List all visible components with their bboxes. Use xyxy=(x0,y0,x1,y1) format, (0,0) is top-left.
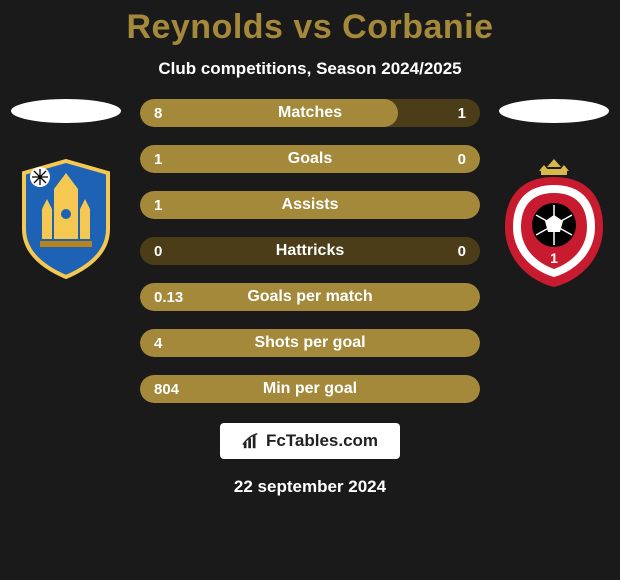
stat-left-value: 1 xyxy=(154,197,162,214)
left-side xyxy=(6,99,126,284)
stat-left-value: 8 xyxy=(154,105,162,122)
svg-text:1: 1 xyxy=(550,250,558,266)
stat-label: Goals xyxy=(288,150,332,168)
stat-bar: 1 Assists xyxy=(140,191,480,219)
stat-label: Matches xyxy=(278,104,342,122)
stat-bar: 0 Hattricks 0 xyxy=(140,237,480,265)
shield-icon xyxy=(16,159,116,279)
page: Reynolds vs Corbanie Club competitions, … xyxy=(0,0,620,497)
left-ellipse-shadow xyxy=(11,99,121,123)
stat-bar: 804 Min per goal xyxy=(140,375,480,403)
bar-chart-icon xyxy=(242,432,260,450)
stat-right-value: 0 xyxy=(458,243,466,260)
stat-left-value: 4 xyxy=(154,335,162,352)
stat-left-value: 1 xyxy=(154,151,162,168)
stat-label: Shots per goal xyxy=(254,334,365,352)
page-title: Reynolds vs Corbanie xyxy=(126,8,493,47)
stat-bar: 0.13 Goals per match xyxy=(140,283,480,311)
page-subtitle: Club competitions, Season 2024/2025 xyxy=(158,59,461,79)
right-club-crest: 1 xyxy=(499,159,609,294)
stat-label: Hattricks xyxy=(276,242,344,260)
stat-label: Min per goal xyxy=(263,380,357,398)
branding-text: FcTables.com xyxy=(266,431,378,451)
stats-bars: 8 Matches 1 1 Goals 0 1 Assists 0 Hattricks 0 0.13 G… xyxy=(126,99,494,403)
stat-bar: 4 Shots per goal xyxy=(140,329,480,357)
stat-bar: 8 Matches 1 xyxy=(140,99,480,127)
right-side: 1 xyxy=(494,99,614,294)
round-shield-icon: 1 xyxy=(499,159,609,289)
branding-badge: FcTables.com xyxy=(220,423,400,459)
stat-left-value: 0 xyxy=(154,243,162,260)
page-date: 22 september 2024 xyxy=(234,477,386,497)
stat-right-value: 0 xyxy=(458,151,466,168)
stat-label: Assists xyxy=(282,196,339,214)
main-row: 8 Matches 1 1 Goals 0 1 Assists 0 Hattricks 0 0.13 G… xyxy=(0,99,620,403)
stat-bar-fill xyxy=(140,99,398,127)
stat-right-value: 1 xyxy=(458,105,466,122)
stat-left-value: 804 xyxy=(154,381,179,398)
stat-label: Goals per match xyxy=(247,288,372,306)
stat-bar: 1 Goals 0 xyxy=(140,145,480,173)
stat-left-value: 0.13 xyxy=(154,289,183,306)
left-club-crest xyxy=(16,159,116,284)
right-ellipse-shadow xyxy=(499,99,609,123)
